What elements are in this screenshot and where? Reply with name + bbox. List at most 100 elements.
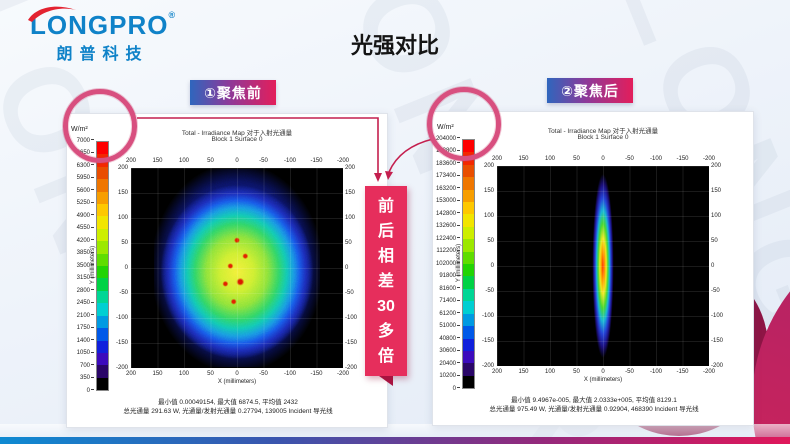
colorbar-tick-label: 4200: [67, 238, 94, 245]
stats-line-2: 总光通量 975.49 W, 光通量/发射光通量 0.92904, 468390…: [489, 406, 699, 413]
logo-registered-mark: ®: [168, 10, 176, 20]
colorbar-cell: [97, 352, 108, 366]
colorbar-tick-label: 1050: [67, 350, 94, 357]
colorbar-cell: [97, 253, 108, 267]
logo-swoosh-icon: [28, 6, 76, 22]
colorbar-tick-label: 6300: [67, 163, 94, 170]
x-tick-label-bottom: 200: [491, 369, 503, 375]
x-tick-label-top: 50: [207, 158, 214, 164]
y-tick-label-left: -150: [115, 340, 128, 346]
y-tick-label-right: -100: [711, 313, 724, 319]
colorbar-tick-label: 5250: [67, 200, 94, 207]
banner-character: 多: [377, 322, 394, 340]
y-tick-label-left: 100: [483, 213, 494, 219]
colorbar-tick-label: 0: [433, 386, 460, 393]
colorbar-tick-label: 3150: [67, 275, 94, 282]
colorbar-tick-label: 4550: [67, 225, 94, 232]
chart-subtitle: Block 1 Surface 0: [211, 136, 263, 143]
colorbar-tick-label: 102000: [433, 261, 460, 268]
colorbar-cell: [97, 266, 108, 279]
y-tick-label-right: 200: [711, 163, 722, 169]
chart-panel-before-focus: Total - Irradiance Map 对于入射光通量 Block 1 S…: [66, 113, 388, 428]
y-tick-label-left: -50: [485, 288, 494, 294]
colorbar-cell: [463, 313, 474, 327]
colorbar-tick-label: 2100: [67, 313, 94, 320]
colorbar-tick-label: 700: [67, 363, 94, 370]
colorbar-tick-label: 40800: [433, 336, 460, 343]
colorbar-tick-label: 3500: [67, 263, 94, 270]
y-tick-label-right: 200: [345, 165, 356, 171]
y-tick-label-left: 200: [117, 165, 128, 171]
colorbar-tick-label: 5950: [67, 175, 94, 182]
y-tick-label-right: 50: [711, 238, 718, 244]
colorbar-tick-label: 81600: [433, 286, 460, 293]
y-tick-label-left: 0: [490, 263, 494, 269]
chart-subtitle: Block 1 Surface 0: [577, 134, 629, 141]
y-tick-label-right: 150: [711, 188, 722, 194]
plot-gridlines: [131, 168, 343, 368]
colorbar-cell: [463, 363, 474, 376]
header-before-focus: ①聚焦前: [190, 80, 276, 105]
colorbar-tick-label: 1400: [67, 338, 94, 345]
page-title: 光强对比: [350, 33, 439, 58]
banner-character: 相: [377, 247, 394, 265]
y-tick-label-left: 50: [487, 238, 494, 244]
y-tick-label-right: 100: [711, 213, 722, 219]
colorbar-tick-label: 350: [67, 375, 94, 382]
chart-panel-after-focus: Total - Irradiance Map 对于入射光通量 Block 1 S…: [432, 111, 754, 426]
x-axis-title: X (millimeters): [583, 377, 623, 383]
x-tick-label-bottom: -150: [676, 369, 689, 375]
logo-subtext: 朗普科技: [56, 46, 149, 63]
x-tick-label-top: -200: [336, 158, 350, 164]
x-tick-label-bottom: 0: [235, 371, 239, 377]
colorbar-cell: [463, 226, 474, 240]
header-after-focus: ②聚焦后: [547, 78, 633, 103]
x-tick-label-bottom: -50: [259, 371, 268, 377]
colorbar-cell: [463, 288, 474, 302]
y-tick-label-right: 150: [345, 190, 356, 196]
x-axis-title: X (millimeters): [217, 379, 257, 385]
colorbar-cell: [463, 338, 474, 351]
y-tick-label-right: 100: [345, 215, 356, 221]
colorbar-tick-label: 20400: [433, 361, 460, 368]
colorbar-tick-label: 2450: [67, 300, 94, 307]
x-tick-label-bottom: 50: [207, 371, 214, 377]
colorbar-cell: [97, 328, 108, 341]
y-tick-label-left: 200: [483, 163, 494, 169]
colorbar-cell: [97, 303, 108, 316]
y-tick-label-right: -200: [345, 365, 358, 371]
colorbar-cell: [463, 276, 474, 289]
y-tick-label-left: -200: [115, 365, 128, 371]
logo-text: LONGPRO: [30, 10, 169, 40]
x-tick-label-top: -200: [702, 156, 716, 162]
colorbar-cell: [97, 216, 108, 229]
y-tick-label-right: -200: [711, 363, 724, 369]
logo: LONGPRO ® 朗普科技: [28, 6, 176, 64]
stats-line-1: 最小值 9.4967e-005, 最大值 2.0333e+005, 平均值 81…: [511, 397, 677, 404]
x-tick-label-bottom: -100: [649, 369, 663, 375]
colorbar-tick-label: 61200: [433, 311, 460, 318]
colorbar-tick-label: 183600: [433, 161, 460, 168]
y-tick-label-left: -100: [481, 313, 494, 319]
x-tick-label-top: -150: [676, 156, 689, 162]
colorbar-cell: [97, 377, 108, 391]
x-tick-label-bottom: -200: [702, 369, 716, 375]
x-tick-label-bottom: 50: [573, 369, 580, 375]
colorbar-cell: [97, 191, 108, 205]
y-tick-label-right: 0: [711, 263, 715, 269]
colorbar-cell: [97, 340, 108, 353]
x-tick-label-bottom: -150: [310, 371, 323, 377]
colorbar-tick-label: 5600: [67, 188, 94, 195]
banner-character: 差: [377, 272, 394, 290]
y-tick-label-left: -200: [481, 363, 494, 369]
x-tick-label-top: 50: [573, 156, 580, 162]
x-tick-label-top: 100: [178, 158, 190, 164]
x-tick-label-bottom: -100: [283, 371, 297, 377]
x-tick-label-top: -100: [283, 158, 297, 164]
y-tick-label-left: -100: [115, 315, 128, 321]
focused-line-blob: [497, 166, 709, 366]
colorbar-cell: [463, 251, 474, 265]
y-tick-label-right: -50: [345, 290, 354, 296]
colorbar-tick-label: 173400: [433, 173, 460, 180]
y-tick-label-right: -50: [711, 288, 720, 294]
